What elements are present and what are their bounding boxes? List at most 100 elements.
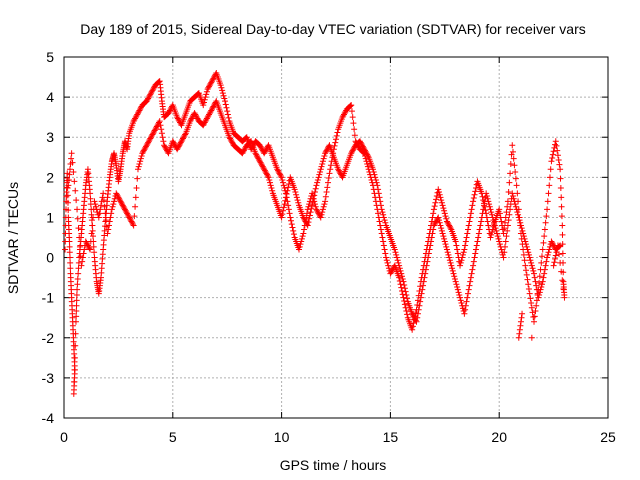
data-point: [203, 116, 210, 123]
data-point: [545, 249, 552, 256]
data-point: [483, 193, 490, 200]
data-point: [261, 150, 268, 157]
data-point: [506, 179, 513, 186]
data-point: [323, 189, 330, 196]
data-point: [174, 114, 181, 121]
data-point: [132, 114, 139, 121]
data-point: [525, 249, 532, 256]
data-point: [402, 288, 409, 295]
data-point: [174, 146, 181, 153]
data-point: [325, 175, 332, 182]
data-point: [144, 140, 151, 147]
data-point: [313, 206, 320, 213]
data-point: [73, 308, 80, 315]
data-point: [459, 254, 466, 261]
data-point: [441, 210, 448, 217]
data-point: [452, 238, 459, 245]
data-point: [306, 215, 313, 222]
data-point: [325, 179, 332, 186]
data-point: [150, 128, 157, 135]
data-point: [113, 191, 120, 198]
data-point: [473, 242, 480, 249]
data-point: [558, 203, 565, 210]
data-point: [302, 218, 309, 225]
data-point: [479, 193, 486, 200]
data-point: [481, 203, 488, 210]
data-point: [454, 286, 461, 293]
data-point: [433, 218, 440, 225]
data-point: [73, 297, 80, 304]
data-point: [130, 222, 137, 229]
data-point: [326, 170, 333, 177]
data-point: [442, 213, 449, 220]
data-point: [410, 313, 417, 320]
data-point: [430, 226, 437, 233]
data-point: [520, 230, 527, 237]
data-point: [135, 163, 142, 170]
data-point: [262, 147, 269, 154]
data-point: [178, 138, 185, 145]
data-points: [62, 70, 568, 397]
data-point: [468, 206, 475, 213]
data-point: [356, 138, 363, 145]
data-point: [476, 226, 483, 233]
data-point: [296, 246, 303, 253]
data-point: [320, 155, 327, 162]
data-point: [364, 152, 371, 159]
data-point: [422, 270, 429, 277]
data-point: [116, 195, 123, 202]
data-point: [227, 135, 234, 142]
data-point: [240, 148, 247, 155]
data-point: [457, 294, 464, 301]
data-point: [498, 246, 505, 253]
data-point: [544, 198, 551, 205]
data-point: [403, 291, 410, 298]
data-point: [485, 222, 492, 229]
data-point: [349, 114, 356, 121]
data-point: [533, 297, 540, 304]
data-point: [206, 110, 213, 117]
data-point: [380, 214, 387, 221]
data-point: [90, 243, 97, 250]
data-point: [282, 194, 289, 201]
data-point: [424, 258, 431, 265]
data-point: [466, 218, 473, 225]
data-point: [428, 238, 435, 245]
data-point: [75, 270, 82, 277]
data-point: [87, 238, 94, 245]
data-point: [278, 174, 285, 181]
data-point: [157, 122, 164, 129]
data-point: [188, 115, 195, 122]
data-point: [399, 273, 406, 280]
data-point: [200, 102, 207, 109]
data-point: [488, 231, 495, 238]
data-point: [335, 166, 342, 173]
data-point: [529, 309, 536, 316]
data-point: [79, 258, 86, 265]
data-point: [66, 254, 73, 261]
data-point: [495, 235, 502, 242]
data-point: [449, 267, 456, 274]
data-point: [239, 150, 246, 157]
data-point: [549, 239, 556, 246]
data-point: [384, 259, 391, 266]
data-point: [262, 168, 269, 175]
data-point: [409, 312, 416, 319]
data-point: [527, 257, 534, 264]
data-point: [320, 203, 327, 210]
data-point: [322, 148, 329, 155]
data-point: [64, 199, 71, 206]
data-point: [375, 186, 382, 193]
data-point: [545, 190, 552, 197]
y-axis-label: SDTVAR / TECUs: [5, 182, 21, 294]
data-point: [88, 211, 95, 218]
data-point: [224, 111, 231, 118]
data-point: [501, 249, 508, 256]
data-point: [348, 150, 355, 157]
data-point: [280, 179, 287, 186]
data-point: [261, 148, 268, 155]
data-point: [296, 243, 303, 250]
data-point: [293, 194, 300, 201]
data-point: [174, 115, 181, 122]
data-point: [102, 210, 109, 217]
